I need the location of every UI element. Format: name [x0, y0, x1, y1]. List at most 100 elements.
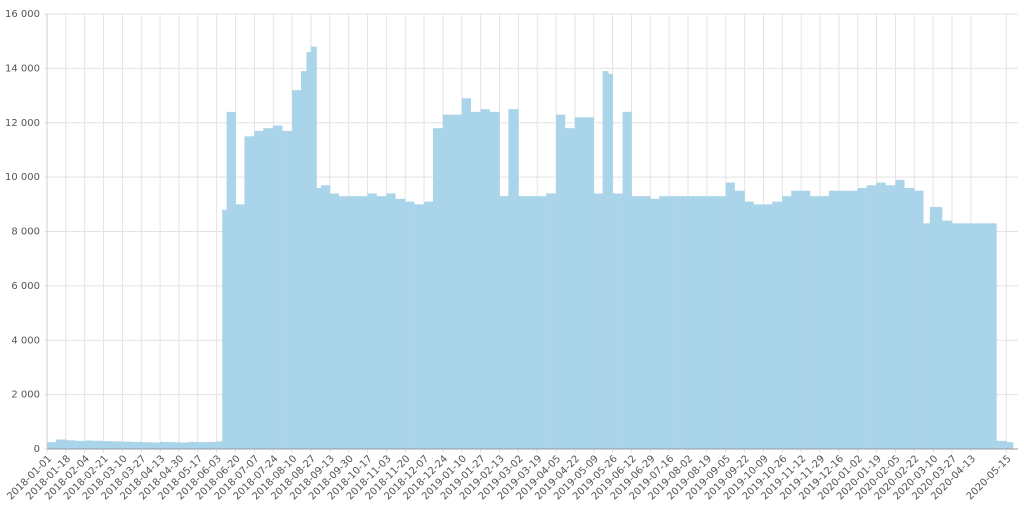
bar [432, 128, 444, 449]
bar [923, 223, 931, 449]
bar [593, 193, 603, 449]
bar [414, 204, 425, 449]
bar [993, 223, 997, 449]
bar [442, 114, 453, 449]
bar [292, 90, 302, 449]
bar [74, 440, 86, 449]
bar [574, 117, 585, 449]
bar [348, 196, 358, 449]
bar [376, 196, 387, 449]
y-tick-label: 8 000 [11, 227, 40, 238]
bar [979, 223, 994, 449]
bar [405, 201, 415, 449]
bar [942, 220, 953, 449]
bar [583, 117, 595, 449]
bar [357, 196, 368, 449]
axes: 0 2 000 4 000 6 000 8 000 10 000 12 000 14 000 1… [5, 9, 1018, 502]
bar [282, 130, 293, 449]
bar [678, 196, 689, 449]
bar [659, 196, 670, 449]
bar [602, 71, 609, 449]
bar [168, 442, 180, 449]
y-tick-label: 10 000 [5, 172, 40, 183]
bar [103, 441, 113, 449]
bar [725, 182, 735, 449]
bar [178, 442, 189, 449]
bar [451, 114, 463, 449]
bar [508, 109, 519, 449]
bar [141, 442, 151, 449]
bar [857, 188, 867, 449]
bar [537, 196, 547, 449]
bar [650, 198, 660, 449]
bar [329, 193, 339, 449]
bar [489, 111, 500, 449]
bar [226, 111, 236, 449]
bar [187, 441, 199, 449]
bar [55, 439, 67, 449]
y-tick-label: 2 000 [11, 390, 40, 401]
bar [470, 111, 481, 449]
bar [424, 201, 434, 449]
bar [499, 196, 509, 449]
bar [206, 441, 217, 449]
y-tick-label: 4 000 [11, 335, 40, 346]
bar [952, 223, 962, 449]
bar [556, 114, 566, 449]
y-tick-label: 14 000 [5, 63, 40, 74]
bar [744, 201, 754, 449]
bar [791, 190, 802, 449]
bar [929, 207, 943, 449]
bar [970, 223, 981, 449]
bar [84, 440, 94, 449]
bar [546, 193, 557, 449]
y-tick-label: 0 [34, 444, 40, 455]
bar [564, 128, 576, 449]
bar [310, 46, 317, 449]
bar [306, 52, 312, 449]
bar [263, 128, 274, 449]
bar [527, 196, 538, 449]
y-tick-label: 12 000 [5, 118, 40, 129]
bar [847, 190, 859, 449]
bar [631, 196, 641, 449]
bar [904, 188, 915, 449]
bar [386, 193, 396, 449]
bar [222, 209, 227, 449]
bar [518, 196, 528, 449]
bar [914, 190, 924, 449]
bar [367, 193, 377, 449]
bar [763, 204, 773, 449]
bar [461, 98, 471, 449]
bar [996, 440, 1007, 449]
bar [608, 73, 613, 449]
bar [734, 190, 745, 449]
y-tick-label: 16 000 [5, 9, 40, 20]
bar [753, 204, 764, 449]
bar [216, 441, 223, 449]
bar [316, 188, 322, 449]
bar [895, 179, 905, 449]
bar [715, 196, 727, 449]
bar [197, 442, 208, 449]
bar [820, 196, 830, 449]
bar [1006, 442, 1014, 449]
bar [669, 196, 679, 449]
bar [480, 109, 490, 449]
bar [622, 111, 632, 449]
bar [160, 441, 170, 449]
bar [300, 71, 307, 449]
bar [320, 185, 331, 449]
bar [131, 441, 142, 449]
bar [244, 136, 255, 449]
bar [254, 130, 264, 449]
bar [112, 441, 123, 449]
bar [338, 196, 349, 449]
bar [866, 185, 877, 449]
bar [960, 223, 972, 449]
bars [47, 46, 1014, 449]
bar [801, 190, 811, 449]
bar [93, 440, 104, 449]
bar [273, 125, 283, 449]
bar [772, 201, 783, 449]
